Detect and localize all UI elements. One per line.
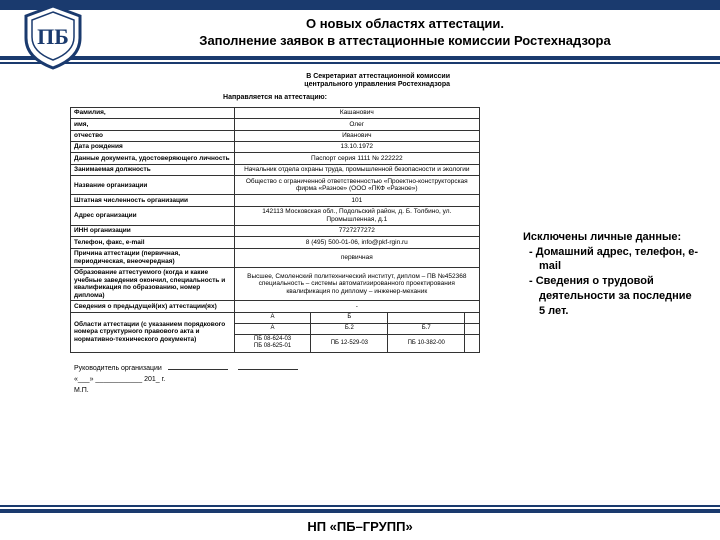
form-table: Фамилия,Кашановичимя,ОлеготчествоИванови… (70, 107, 480, 353)
table-row: Данные документа, удостоверяющего личнос… (71, 153, 480, 164)
application-form: В Секретариат аттестационной комиссии це… (70, 73, 480, 396)
area-code: ПБ 08-624-03 ПБ 08-625-01 (234, 334, 311, 352)
area-code: ПБ 12-529-03 (311, 334, 388, 352)
footer-label: НП «ПБ–ГРУПП» (0, 515, 720, 540)
row-value: - (234, 301, 479, 312)
footer-divider-thin (0, 505, 720, 507)
table-row: отчествоИванович (71, 130, 480, 141)
row-label: Сведения о предыдущей(их) аттестации(ях) (71, 301, 235, 312)
table-row: Телефон, факс, e-mail8 (495) 500-01-06, … (71, 237, 480, 248)
row-label: Занимаемая должность (71, 164, 235, 175)
area-sub (465, 323, 480, 334)
row-label: Причина аттестации (первичная, периодиче… (71, 248, 235, 267)
sig-head-label: Руководитель организации (74, 365, 162, 372)
sidebar-list: Домашний адрес, телефон, e-mailСведения … (523, 245, 698, 319)
sidebar-item: Домашний адрес, телефон, e-mail (529, 245, 698, 275)
area-sub: Б.7 (388, 323, 465, 334)
table-row: ИНН организации7727277272 (71, 225, 480, 236)
signature-area: Руководитель организации «___» _________… (70, 363, 480, 397)
row-value: 101 (234, 195, 479, 206)
table-row: Адрес организации142113 Московская обл.,… (71, 206, 480, 225)
table-row: Фамилия,Кашанович (71, 107, 480, 118)
table-row: Сведения о предыдущей(их) аттестации(ях)… (71, 301, 480, 312)
row-value: Иванович (234, 130, 479, 141)
table-row: имя,Олег (71, 119, 480, 130)
svg-text:ПБ: ПБ (37, 24, 69, 49)
page-title: О новых областях аттестации. Заполнение … (100, 16, 710, 50)
row-label: Название организации (71, 176, 235, 195)
row-value: Паспорт серия 1111 № 222222 (234, 153, 479, 164)
row-label: Дата рождения (71, 141, 235, 152)
title-line1: О новых областях аттестации. (306, 16, 504, 31)
divider-thin (0, 62, 720, 64)
table-row: Дата рождения13.10.1972 (71, 141, 480, 152)
area-col: Б (311, 312, 388, 323)
row-label: Штатная численность организации (71, 195, 235, 206)
row-value: Олег (234, 119, 479, 130)
area-code: ПБ 10-382-00 (388, 334, 465, 352)
row-label: ИНН организации (71, 225, 235, 236)
form-subheader: Направляется на аттестацию: (70, 94, 480, 101)
content-area: В Секретариат аттестационной комиссии це… (0, 65, 720, 495)
title-line2: Заполнение заявок в аттестационные комис… (199, 33, 610, 48)
row-value: 13.10.1972 (234, 141, 479, 152)
row-value: 8 (495) 500-01-06, info@pkf-rgin.ru (234, 237, 479, 248)
row-label: Фамилия, (71, 107, 235, 118)
sidebar-note: Исключены личные данные: Домашний адрес,… (523, 230, 698, 319)
area-sub: Б.2 (311, 323, 388, 334)
row-value: Высшее, Смоленский политехнический инсти… (234, 267, 479, 301)
row-value: первичная (234, 248, 479, 267)
table-row: Причина аттестации (первичная, периодиче… (71, 248, 480, 267)
table-row: Название организацииОбщество с ограничен… (71, 176, 480, 195)
row-value: Начальник отдела охраны труда, промышлен… (234, 164, 479, 175)
area-col (388, 312, 465, 323)
row-label: Образование аттестуемого (когда и какие … (71, 267, 235, 301)
area-sub: А (234, 323, 311, 334)
area-code (465, 334, 480, 352)
table-row: Образование аттестуемого (когда и какие … (71, 267, 480, 301)
header: О новых областях аттестации. Заполнение … (0, 10, 720, 54)
sidebar-item: Сведения о трудовой деятельности за посл… (529, 274, 698, 319)
table-row: Занимаемая должностьНачальник отдела охр… (71, 164, 480, 175)
form-recipient: В Секретариат аттестационной комиссии це… (70, 73, 480, 90)
area-col: А (234, 312, 311, 323)
row-value: Общество с ограниченной ответственностью… (234, 176, 479, 195)
top-strip (0, 0, 720, 10)
divider-thick (0, 56, 720, 60)
row-label: Данные документа, удостоверяющего личнос… (71, 153, 235, 164)
logo-shield-icon: ПБ (18, 2, 88, 72)
table-row: Штатная численность организации101 (71, 195, 480, 206)
row-label: Адрес организации (71, 206, 235, 225)
row-label: Телефон, факс, e-mail (71, 237, 235, 248)
row-value: 7727277272 (234, 225, 479, 236)
areas-label: Области аттестации (с указанием порядков… (71, 312, 235, 352)
row-label: отчество (71, 130, 235, 141)
row-value: Кашанович (234, 107, 479, 118)
footer-divider-thick (0, 509, 720, 513)
footer: НП «ПБ–ГРУПП» (0, 504, 720, 540)
row-value: 142113 Московская обл., Подольский район… (234, 206, 479, 225)
area-col (465, 312, 480, 323)
sig-stamp: М.П. (74, 385, 480, 396)
sig-date: «___» ____________ 201_ г. (74, 374, 480, 385)
sidebar-title: Исключены личные данные: (523, 230, 698, 245)
row-label: имя, (71, 119, 235, 130)
